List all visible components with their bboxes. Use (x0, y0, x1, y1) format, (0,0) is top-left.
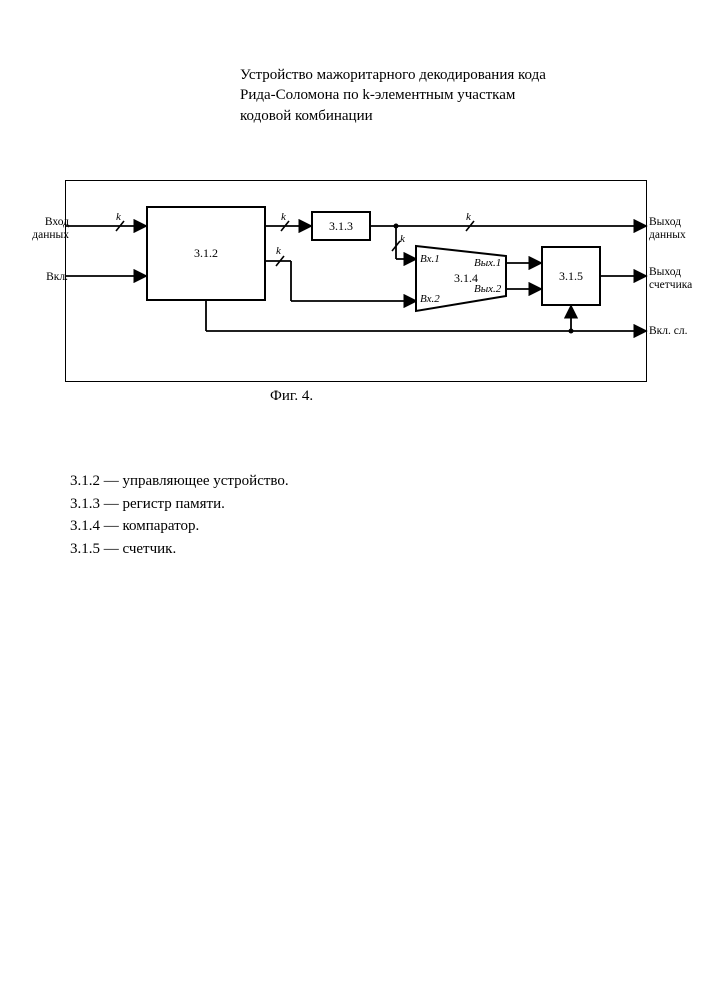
title-line3: кодовой комбинации (240, 108, 373, 124)
block-312: 3.1.2 (146, 206, 266, 301)
port-in-data: Входданных (21, 216, 69, 241)
figure-caption: Фиг. 4. (270, 388, 313, 405)
port-out-counter-text: Выходсчетчика (649, 266, 692, 291)
port-out-data: Выходданных (649, 216, 707, 241)
legend: 3.1.2 — управляющее устройство. 3.1.3 — … (70, 470, 289, 560)
port-out-counter: Выходсчетчика (649, 266, 707, 291)
port-out-data-text: Выходданных (649, 216, 686, 241)
k-label-5: k (466, 211, 471, 223)
block-313-label: 3.1.3 (329, 219, 353, 234)
k-label-4: k (400, 233, 405, 245)
page-title: Устройство мажоритарного декодирования к… (240, 65, 600, 126)
title-line2: Рида-Соломона по k-элементным участкам (240, 87, 515, 103)
legend-item-312: 3.1.2 — управляющее устройство. (70, 470, 289, 493)
legend-item-315: 3.1.5 — счетчик. (70, 538, 289, 561)
diagram-frame: 3.1.2 3.1.3 3.1.4 Вх.1 Вх.2 Вых.1 Вых.2 … (65, 180, 647, 382)
port-vy1: Вых.1 (474, 257, 501, 269)
block-315: 3.1.5 (541, 246, 601, 306)
port-vx2: Вх.2 (420, 293, 440, 305)
port-vx1: Вх.1 (420, 253, 440, 265)
title-line1: Устройство мажоритарного декодирования к… (240, 67, 546, 83)
k-label-1: k (116, 211, 121, 223)
port-vy2: Вых.2 (474, 283, 501, 295)
block-315-label: 3.1.5 (559, 269, 583, 284)
port-in-data-text: Входданных (32, 216, 69, 241)
k-label-2: k (281, 211, 286, 223)
block-313: 3.1.3 (311, 211, 371, 241)
legend-item-313: 3.1.3 — регистр памяти. (70, 493, 289, 516)
legend-item-314: 3.1.4 — компаратор. (70, 515, 289, 538)
page: Устройство мажоритарного декодирования к… (0, 0, 707, 1000)
k-label-3: k (276, 245, 281, 257)
port-in-enable: Вкл. (28, 271, 68, 283)
port-out-enable: Вкл. сл. (649, 325, 687, 337)
block-312-label: 3.1.2 (194, 246, 218, 261)
